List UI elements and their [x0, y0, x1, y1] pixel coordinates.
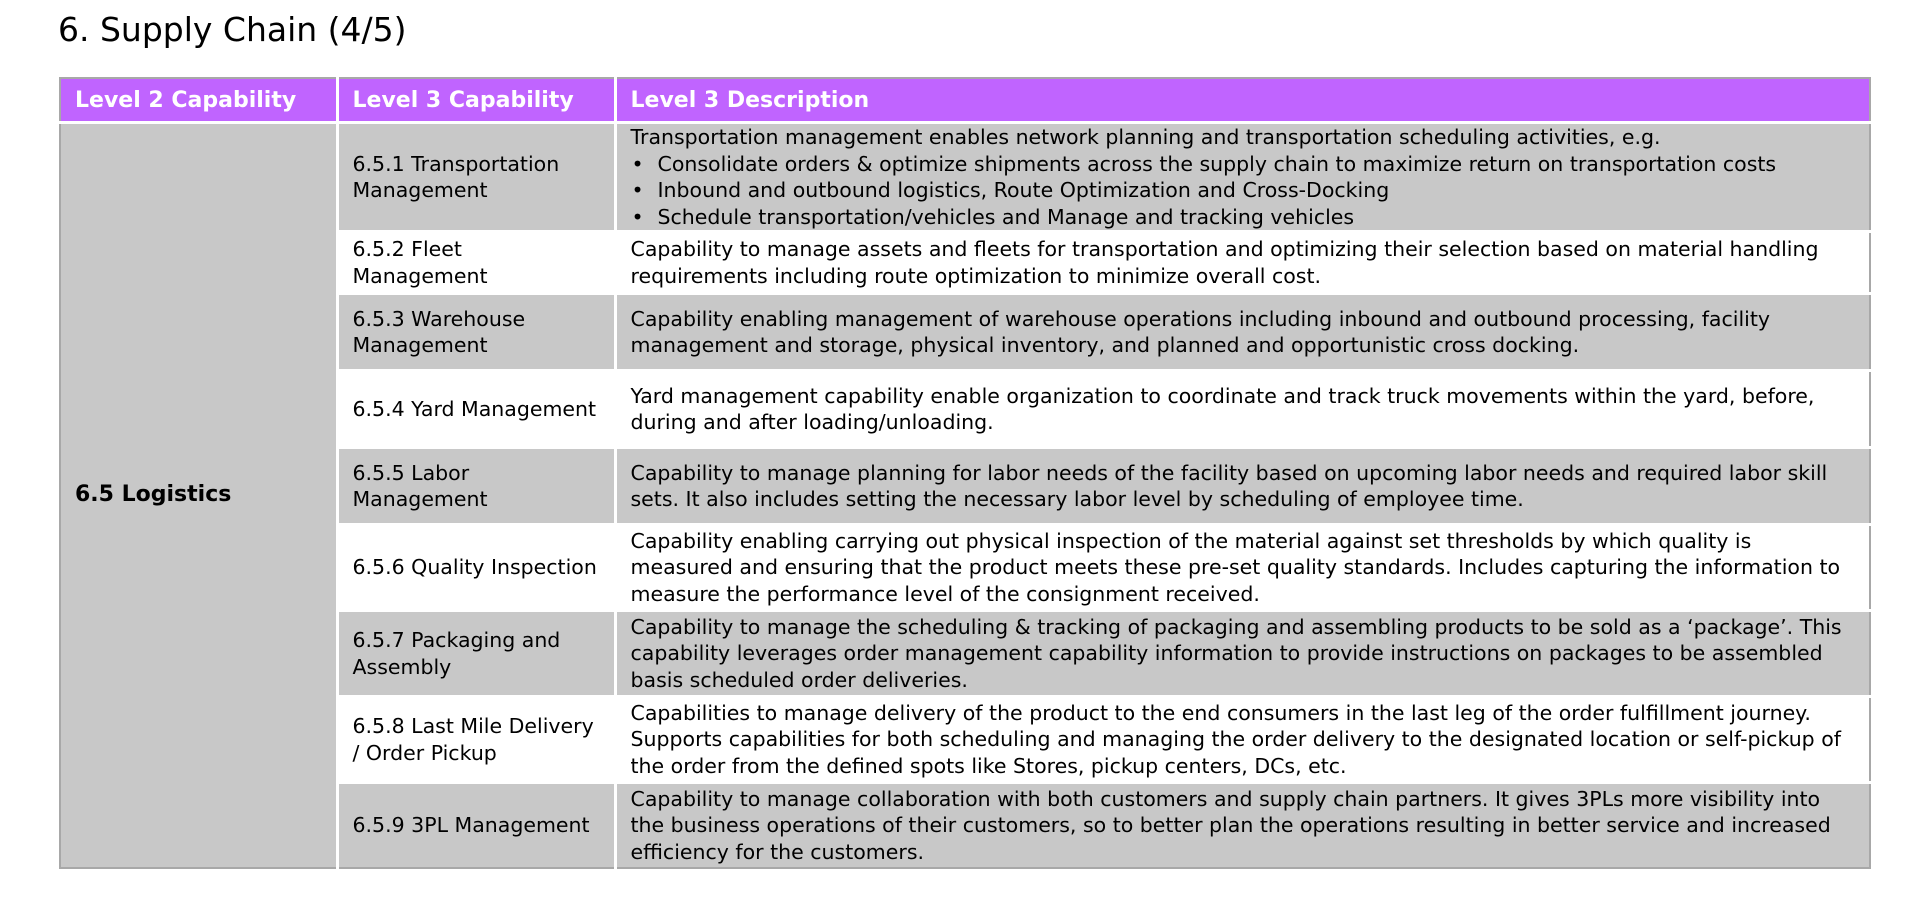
header-level3-capability: Level 3 Capability [337, 78, 617, 124]
table-row: 6.5.6 Quality Inspection Capability enab… [60, 524, 1870, 612]
bullet-item: • Consolidate orders & optimize shipments… [631, 151, 1858, 178]
table-row: 6.5.9 3PL Management Capability to manag… [60, 782, 1870, 868]
level3-description-cell: Capability to manage collaboration with … [615, 782, 1870, 868]
table-row: 6.5.7 Packaging and Assembly Capability … [60, 610, 1870, 698]
bullet-icon: • [631, 178, 644, 202]
bullet-icon: • [631, 204, 644, 229]
table-row: 6.5 Logistics 6.5.1 Transportation Manag… [60, 122, 1870, 868]
level3-description-cell: Yard management capability enable organi… [615, 370, 1870, 449]
header-level2-capability: Level 2 Capability [60, 78, 339, 124]
page-title: 6. Supply Chain (4/5) [58, 10, 407, 49]
bullet-icon: • [631, 151, 644, 176]
level3-description-cell: Capability enabling management of wareho… [615, 293, 1870, 372]
bullet-item: • Schedule transportation/vehicles and Ma… [631, 204, 1858, 231]
table-row: 6.5.2 Fleet Management Capability to man… [60, 231, 1870, 295]
level3-description-cell: Capability to manage assets and fleets f… [615, 231, 1870, 295]
description-intro: Transportation management enables networ… [630, 125, 1661, 149]
level3-description-cell: Capability to manage the scheduling & tr… [615, 610, 1870, 698]
table-row: 6.5.4 Yard Management Yard management ca… [60, 370, 1870, 449]
level3-capability-cell: 6.5.3 Warehouse Management [337, 293, 617, 372]
capability-table: Level 2 Capability Level 3 Capability Le… [59, 77, 1871, 869]
level3-capability-cell: 6.5.5 Labor Management [337, 447, 617, 526]
level3-description-cell: Capability enabling carrying out physica… [615, 524, 1870, 612]
level3-capability-cell: 6.5.6 Quality Inspection [337, 524, 617, 612]
level3-capability-cell: 6.5.9 3PL Management [337, 782, 617, 868]
level3-description-cell: Transportation management enables networ… [615, 122, 1870, 233]
level3-capability-cell: 6.5.4 Yard Management [337, 370, 617, 449]
level3-capability-cell: 6.5.2 Fleet Management [337, 231, 617, 295]
table-row: 6.5.3 Warehouse Management Capability en… [60, 293, 1870, 372]
level2-capability-cell: 6.5 Logistics [60, 122, 339, 868]
bullet-text: Inbound and outbound logistics, Route Op… [657, 178, 1390, 202]
bullet-text: Schedule transportation/vehicles and Man… [657, 204, 1355, 229]
level3-capability-cell: 6.5.8 Last Mile Delivery / Order Pickup [337, 696, 617, 784]
table-row: 6.5.5 Labor Management Capability to man… [60, 447, 1870, 526]
bullet-item: • Inbound and outbound logistics, Route O… [631, 177, 1858, 204]
bullet-text: Consolidate orders & optimize shipments … [657, 151, 1777, 176]
description-bullet-list: • Consolidate orders & optimize shipments… [631, 151, 1858, 231]
level3-description-cell: Capability to manage planning for labor … [615, 447, 1870, 526]
level3-capability-cell: 6.5.1 Transportation Management [337, 122, 617, 233]
table-header-row: Level 2 Capability Level 3 Capability Le… [60, 78, 1870, 124]
table-row: 6.5.8 Last Mile Delivery / Order Pickup … [60, 696, 1870, 784]
level3-capability-cell: 6.5.7 Packaging and Assembly [337, 610, 617, 698]
header-level3-description: Level 3 Description [615, 78, 1870, 124]
level3-description-cell: Capabilities to manage delivery of the p… [615, 696, 1870, 784]
